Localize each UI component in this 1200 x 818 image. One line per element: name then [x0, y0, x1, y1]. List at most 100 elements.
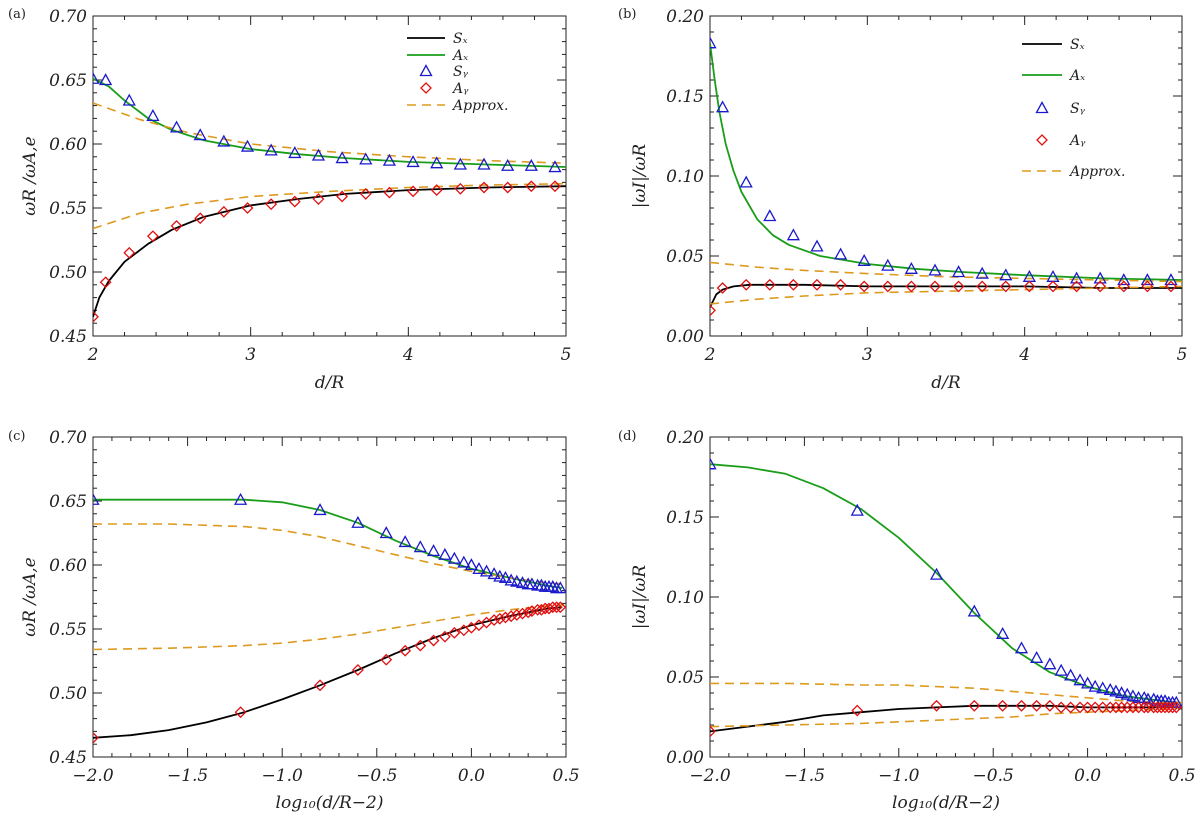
sy-triangle-marker — [379, 526, 393, 539]
ay-diamond-marker — [1142, 701, 1154, 714]
ay-diamond-marker — [448, 626, 461, 639]
ay-diamond-marker — [501, 181, 514, 194]
ay-diamond-marker — [478, 181, 490, 194]
sy-triangle-marker — [1169, 695, 1182, 708]
x-tick-label: 3 — [245, 345, 256, 365]
approx-dashed-line — [93, 102, 566, 164]
sy-triangle-marker — [1103, 682, 1117, 695]
ay-diamond-marker — [525, 180, 538, 193]
x-axis-label: log₁₀(d/R−2) — [276, 793, 384, 813]
ay-diamond-marker — [550, 601, 563, 614]
y-tick-label: 0.50 — [49, 263, 87, 283]
sy-triangle-marker — [1120, 687, 1134, 700]
ay-diamond-marker — [930, 699, 943, 712]
ay-diamond-marker — [811, 278, 823, 291]
sy-triangle-marker — [1140, 273, 1154, 286]
sy-triangle-marker — [951, 265, 966, 278]
legend-label-ay: Aᵧ — [451, 81, 469, 97]
ay-diamond-marker — [414, 639, 427, 652]
x-tick-label: −1.5 — [784, 766, 825, 786]
sy-triangle-marker — [904, 261, 918, 274]
sy-triangle-marker — [1096, 681, 1110, 694]
ay-diamond-marker — [493, 612, 506, 625]
sy-triangle-marker — [1109, 684, 1123, 697]
y-tick-label: 0.20 — [666, 428, 704, 448]
ay-diamond-marker — [526, 605, 538, 617]
sy-triangle-marker — [928, 263, 942, 276]
panel-label: (d) — [618, 429, 636, 444]
x-tick-label: 4 — [402, 345, 414, 365]
sy-triangle-marker — [1014, 641, 1029, 654]
ay-diamond-marker — [241, 202, 254, 214]
ay-diamond-marker — [427, 634, 440, 647]
sy-triangle-marker — [1043, 657, 1057, 670]
ay-diamond-marker — [505, 610, 518, 623]
y-axis-label: |ωI|/ωR — [630, 144, 650, 209]
sy-triangle-marker — [359, 152, 373, 165]
sy-triangle-marker — [146, 108, 160, 121]
x-axis-label: d/R — [315, 373, 345, 393]
legend-label-sx: Sₓ — [453, 31, 468, 47]
series-line-ax — [93, 77, 566, 168]
y-tick-label: 0.70 — [49, 7, 87, 27]
sy-triangle-marker — [850, 503, 864, 516]
sy-triangle-marker — [857, 253, 871, 266]
ay-diamond-marker — [93, 731, 99, 744]
ay-diamond-marker — [716, 282, 729, 294]
ay-diamond-marker — [499, 611, 512, 624]
ay-diamond-marker — [1166, 701, 1179, 714]
sy-triangle-marker — [504, 573, 518, 586]
series-line-sx — [93, 185, 566, 318]
y-tick-label: 0.60 — [49, 556, 87, 576]
panel-a: 0.45 0.50 0.55 0.60 0.65 0.70 2 3 4 5 d/R ωR /ωA,e (… — [8, 7, 571, 393]
sy-triangle-marker — [472, 561, 486, 574]
ay-diamond-marker — [1132, 701, 1145, 714]
ay-diamond-marker — [314, 679, 326, 692]
x-tick-label: −2.0 — [72, 766, 113, 786]
series-line-sx — [710, 283, 1182, 308]
ay-diamond-marker — [710, 725, 716, 738]
ay-diamond-marker — [1165, 280, 1177, 293]
approx-dashed-line — [710, 261, 1182, 283]
sy-triangle-marker — [122, 93, 136, 106]
sy-triangle-marker — [534, 578, 549, 591]
sy-triangle-marker — [193, 128, 207, 141]
ay-diamond-marker — [1030, 699, 1043, 712]
legend-label-sy: Sᵧ — [453, 64, 469, 80]
ay-diamond-marker — [288, 195, 301, 208]
sy-triangle-marker — [967, 604, 981, 617]
ay-diamond-marker — [549, 180, 561, 193]
legend-label-approx: Approx. — [451, 98, 509, 114]
ay-diamond-marker — [740, 278, 753, 291]
panel-label: (a) — [8, 7, 26, 22]
sy-triangle-marker — [510, 574, 524, 587]
sy-triangle-marker — [217, 134, 231, 147]
panel-d: 0.00 0.05 0.10 0.15 0.20 −2.0 −1.5 −1.0 −0.5 0.0 0… — [618, 428, 1196, 813]
sy-triangle-marker — [169, 120, 184, 133]
series-line-sx — [93, 606, 563, 739]
panel-label: (b) — [618, 7, 636, 22]
sy-triangle-marker — [501, 158, 515, 171]
sy-triangle-marker — [710, 457, 717, 470]
ay-diamond-marker — [1141, 280, 1154, 293]
sy-triangle-marker — [288, 146, 302, 159]
sy-triangle-marker — [398, 535, 412, 548]
series-line-ax — [710, 43, 1182, 281]
ay-diamond-marker — [858, 280, 871, 293]
sy-triangle-marker — [453, 157, 467, 170]
ay-diamond-marker — [905, 280, 918, 293]
x-tick-label: −1.5 — [167, 766, 208, 786]
x-tick-label: 4 — [1018, 345, 1030, 365]
sy-triangle-marker — [548, 160, 562, 173]
x-tick-label: 0.5 — [1168, 766, 1195, 786]
ay-diamond-marker — [881, 280, 894, 293]
sy-triangle-marker — [525, 577, 539, 590]
sy-triangle-marker — [264, 143, 278, 156]
ay-diamond-marker — [1015, 699, 1028, 712]
ay-diamond-marker — [430, 184, 443, 196]
x-axis-label: d/R — [931, 373, 961, 393]
ay-diamond-marker — [516, 607, 529, 620]
ay-diamond-marker — [438, 630, 451, 643]
sy-triangle-marker — [1054, 663, 1068, 676]
ay-diamond-marker — [763, 278, 776, 291]
